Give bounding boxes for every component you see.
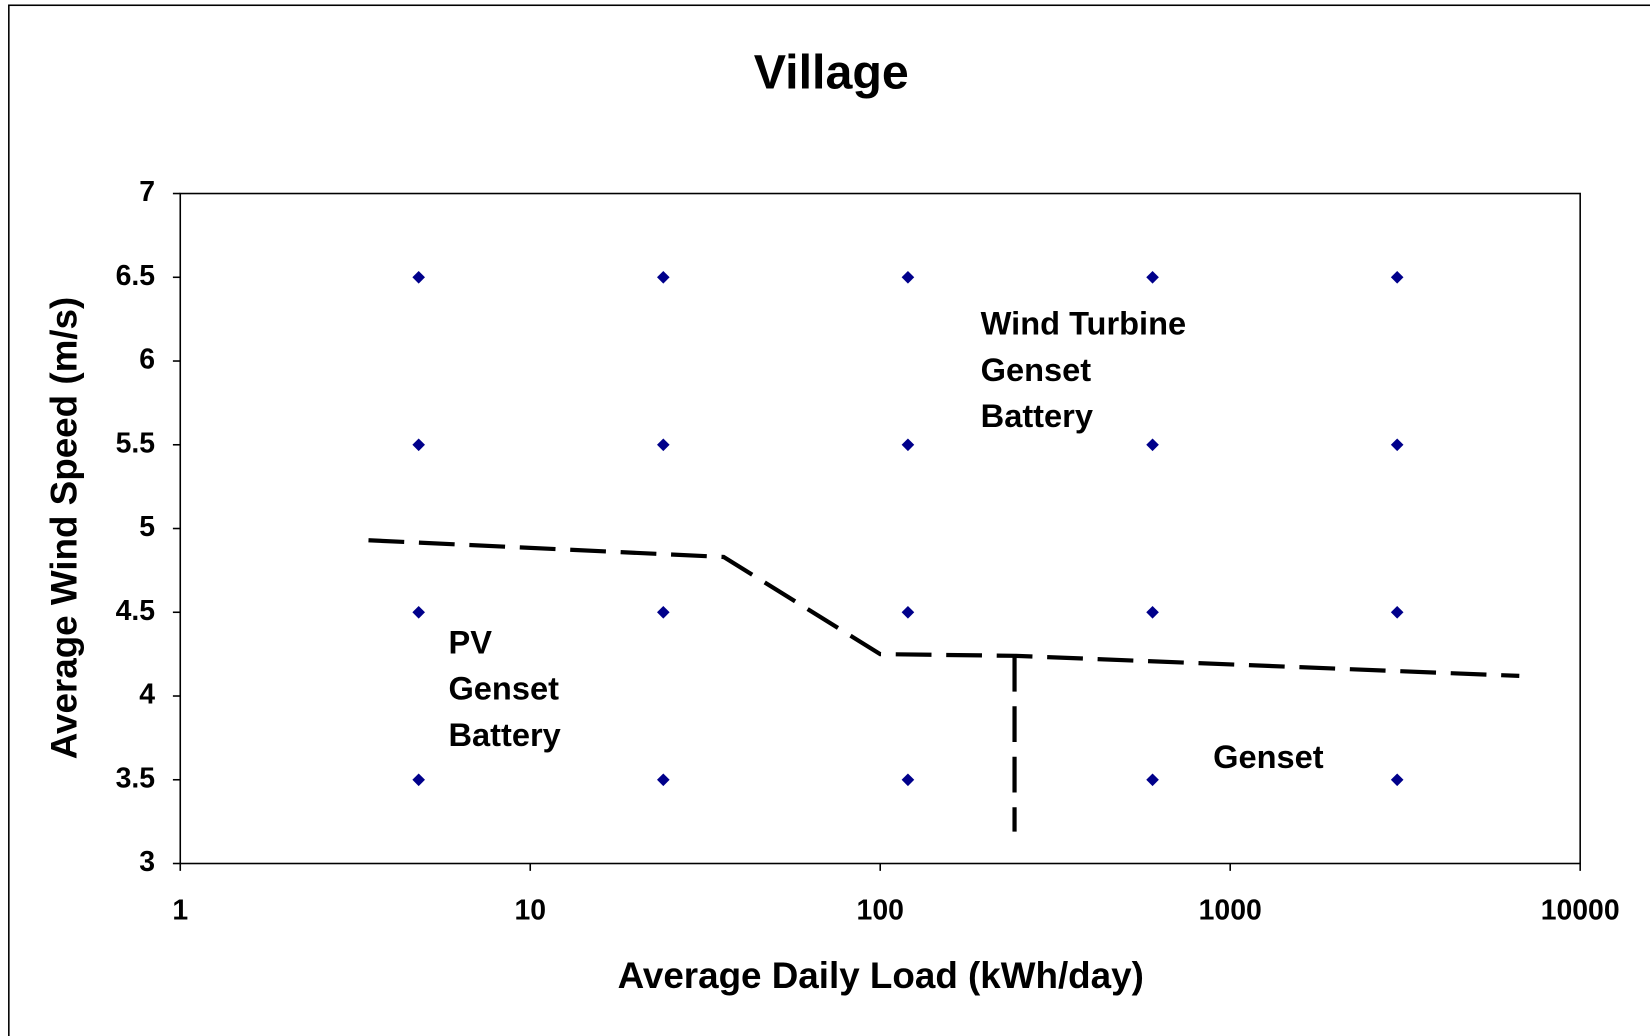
chart-title: Village xyxy=(754,46,909,100)
data-point xyxy=(656,605,670,619)
data-point xyxy=(1390,605,1404,619)
y-tick-label: 7 xyxy=(139,176,155,208)
data-point xyxy=(901,605,915,619)
region-label: Genset xyxy=(1213,738,1324,775)
boundary-line xyxy=(368,538,1520,679)
data-point xyxy=(412,438,425,452)
x-axis-label: Average Daily Load (kWh/day) xyxy=(618,955,1144,996)
data-point xyxy=(901,773,915,787)
data-point xyxy=(412,773,425,787)
y-axis-label: Average Wind Speed (m/s) xyxy=(43,297,84,759)
y-tick-label: 4.5 xyxy=(116,595,155,627)
plot-area xyxy=(179,192,1581,865)
x-tick-label: 10000 xyxy=(1541,894,1620,926)
y-tick-label: 6.5 xyxy=(116,260,155,292)
x-tick-label: 100 xyxy=(857,894,904,926)
y-tick-label: 4 xyxy=(139,679,155,711)
data-point xyxy=(1146,270,1159,284)
y-tick-label: 3 xyxy=(139,846,155,878)
data-point xyxy=(1390,438,1404,452)
y-tick-label: 6 xyxy=(139,344,155,376)
region-label: Battery xyxy=(981,397,1093,434)
x-tick-label: 10 xyxy=(514,894,546,926)
y-tick-label: 5.5 xyxy=(116,427,155,459)
data-point xyxy=(901,438,915,452)
region-label: PV xyxy=(448,623,492,660)
x-tick-label: 1 xyxy=(172,894,188,926)
data-point xyxy=(656,270,670,284)
data-point xyxy=(1390,270,1404,284)
x-tick-label: 1000 xyxy=(1199,894,1262,926)
region-label: Genset xyxy=(981,351,1092,388)
data-point xyxy=(1146,773,1159,787)
data-point xyxy=(901,270,915,284)
region-label: Battery xyxy=(448,716,560,753)
frame xyxy=(8,4,1650,1036)
y-tick-label: 5 xyxy=(139,511,155,543)
region-label: Wind Turbine xyxy=(981,305,1187,342)
data-point xyxy=(1390,773,1404,787)
region-label: Genset xyxy=(448,670,559,707)
data-point xyxy=(412,605,425,619)
data-point xyxy=(1146,605,1159,619)
data-point xyxy=(412,270,425,284)
y-tick-label: 3.5 xyxy=(116,762,155,794)
data-point xyxy=(1146,438,1159,452)
data-point xyxy=(656,773,670,787)
data-point xyxy=(656,438,670,452)
